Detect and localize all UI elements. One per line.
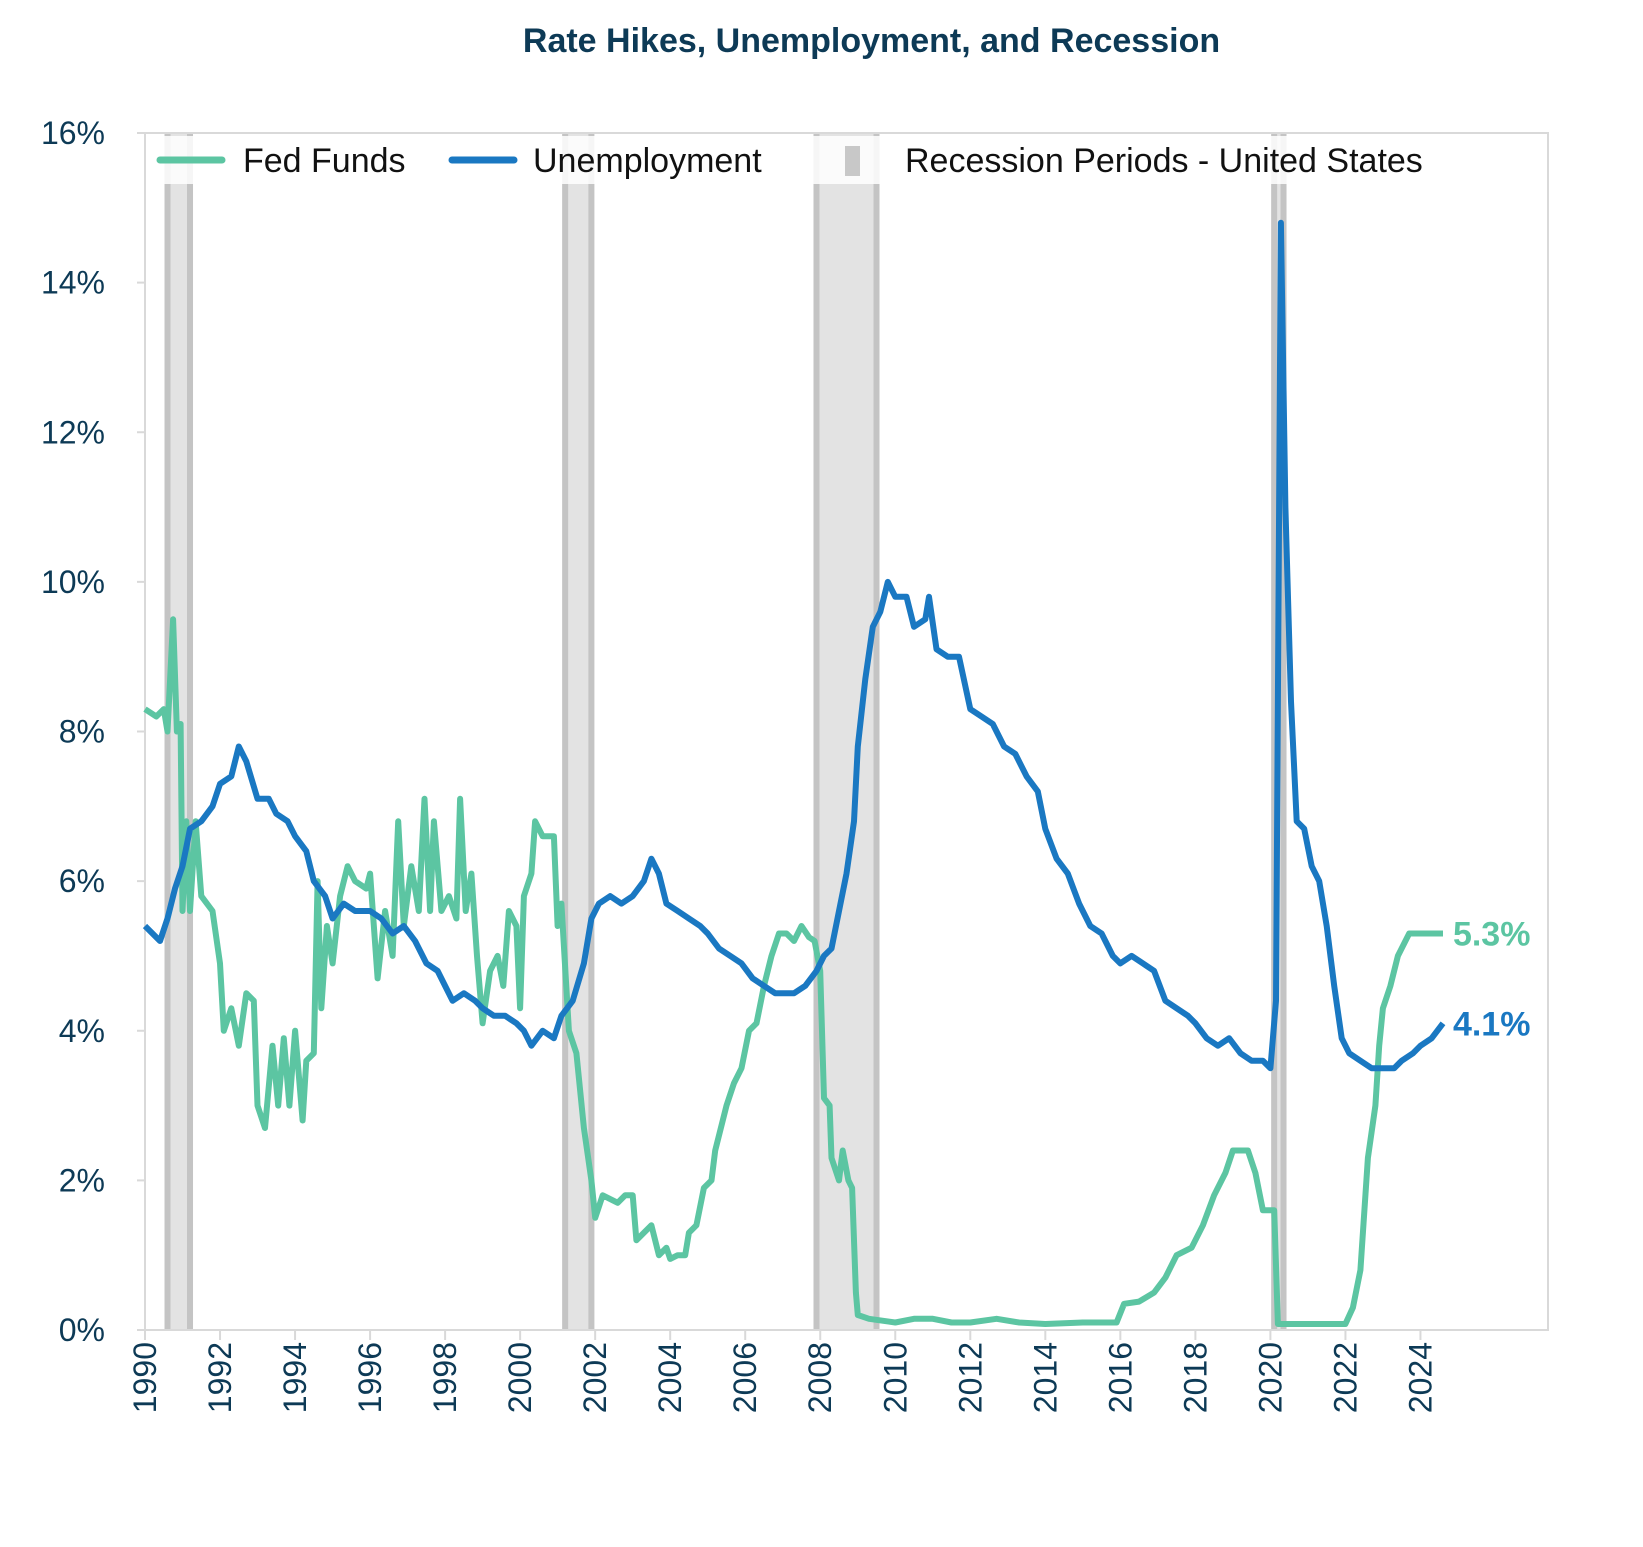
y-tick-label: 10%: [41, 564, 105, 600]
x-tick-label: 2020: [1252, 1342, 1288, 1413]
unemployment-end-label: 4.1%: [1453, 1005, 1531, 1043]
legend-fed-funds: Fed Funds: [243, 142, 406, 180]
x-tick-label: 2004: [652, 1342, 688, 1413]
x-tick-label: 2010: [877, 1342, 913, 1413]
x-tick-label: 2012: [952, 1342, 988, 1413]
legend-unemployment: Unemployment: [533, 142, 762, 180]
y-tick-label: 0%: [59, 1312, 105, 1348]
x-tick-label: 2008: [802, 1342, 838, 1413]
x-tick-label: 1998: [427, 1342, 463, 1413]
x-tick-label: 2014: [1027, 1342, 1063, 1413]
x-tick-label: 1994: [277, 1342, 313, 1413]
x-tick-label: 2000: [502, 1342, 538, 1413]
y-tick-label: 16%: [41, 115, 105, 151]
x-tick-label: 2006: [727, 1342, 763, 1413]
x-tick-label: 2002: [577, 1342, 613, 1413]
y-tick-label: 6%: [59, 863, 105, 899]
y-axis: 0% 2% 4% 6% 8% 10% 12% 14% 16%: [41, 115, 145, 1348]
x-tick-label: 1996: [352, 1342, 388, 1413]
x-tick-label: 2022: [1327, 1342, 1363, 1413]
x-tick-label: 1992: [202, 1342, 238, 1413]
series-lines: [142, 219, 1446, 1327]
x-tick-label: 2016: [1102, 1342, 1138, 1413]
legend-recession-swatch: [845, 146, 860, 176]
y-tick-label: 12%: [41, 414, 105, 450]
unemployment-line: [142, 219, 1446, 1072]
chart-title: Rate Hikes, Unemployment, and Recession: [522, 22, 1221, 60]
y-tick-label: 2%: [59, 1162, 105, 1198]
x-tick-label: 2018: [1177, 1342, 1213, 1413]
fed-funds-end-label: 5.3%: [1453, 915, 1531, 953]
y-tick-label: 14%: [41, 265, 105, 301]
y-tick-label: 8%: [59, 714, 105, 750]
legend-recession: Recession Periods - United States: [905, 142, 1423, 180]
legend: Fed Funds Unemployment Recession Periods…: [150, 136, 1510, 184]
x-tick-label: 2024: [1402, 1342, 1438, 1413]
y-tick-label: 4%: [59, 1013, 105, 1049]
recession-bands: [164, 133, 1287, 1330]
x-tick-label: 1990: [127, 1342, 163, 1413]
x-axis: 1990 1992 1994 1996 1998 2000 2002 2004 2006 2008…: [127, 1330, 1438, 1413]
fed-funds-line: [143, 616, 1443, 1327]
recession-band: [816, 133, 877, 1330]
